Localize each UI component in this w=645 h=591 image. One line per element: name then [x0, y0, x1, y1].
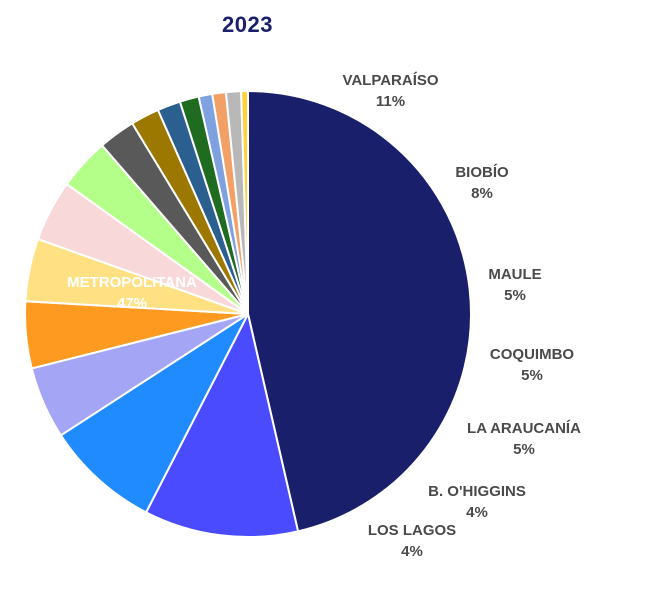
chart-title: 2023	[222, 12, 273, 37]
slice-label-valparaiso: VALPARAÍSO 11%	[318, 70, 463, 112]
pie-slice-15	[240, 90, 249, 315]
slice-label-b-ohiggins: B. O'HIGGINS 4%	[412, 481, 542, 523]
slice-percent: 47%	[116, 295, 148, 312]
slice-name: COQUIMBO	[489, 346, 575, 363]
pie-slice-1	[145, 313, 300, 538]
pie-slice-0	[247, 90, 472, 533]
slice-percent: 4%	[401, 543, 423, 560]
slice-label-maule: MAULE 5%	[465, 264, 565, 306]
slice-label-coquimbo: COQUIMBO 5%	[472, 344, 592, 386]
slice-percent: 8%	[471, 185, 493, 202]
slice-name: METROPOLITANA	[67, 274, 197, 291]
slice-label-los-lagos: LOS LAGOS 4%	[348, 520, 476, 562]
slice-percent: 5%	[513, 441, 535, 458]
slice-name: MAULE	[488, 266, 542, 283]
slice-percent: 5%	[521, 367, 543, 384]
slice-name: LOS LAGOS	[367, 522, 457, 539]
slice-name: VALPARAÍSO	[342, 72, 439, 89]
slice-name: LA ARAUCANÍA	[467, 420, 581, 437]
slice-percent: 5%	[504, 287, 526, 304]
slice-name: BIOBÍO	[455, 164, 509, 181]
pie-slice-2	[59, 313, 249, 514]
slice-label-la-araucania: LA ARAUCANÍA 5%	[450, 418, 598, 460]
slice-percent: 4%	[466, 504, 488, 521]
slice-label-biobio: BIOBÍO 8%	[432, 162, 532, 204]
slice-name: B. O'HIGGINS	[428, 483, 526, 500]
slice-percent: 11%	[375, 93, 406, 110]
slice-label-metropolitana: METROPOLITANA 47%	[52, 272, 212, 314]
